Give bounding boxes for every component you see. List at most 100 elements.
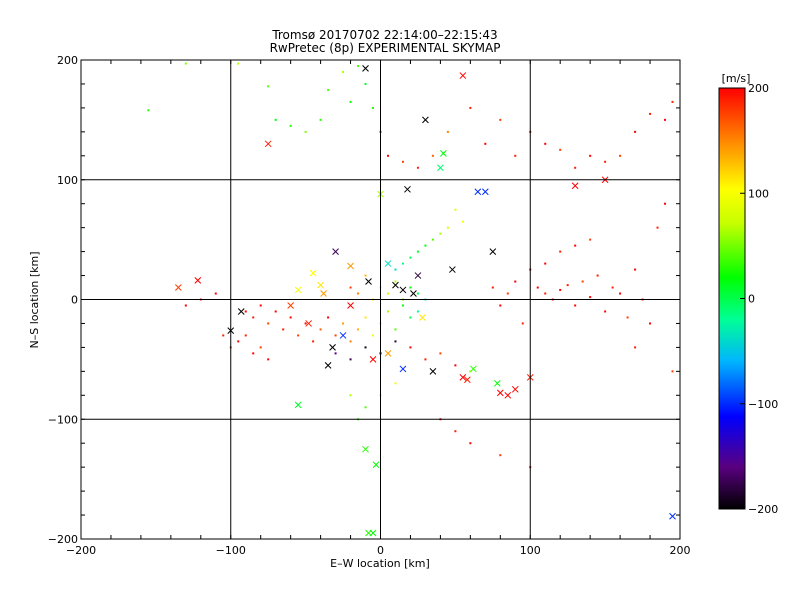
- data-point-dot: [611, 286, 614, 289]
- data-point-x: [489, 248, 497, 255]
- x-tick-label: −100: [216, 544, 246, 557]
- x-tick-label: 0: [377, 544, 384, 557]
- data-point-x: [194, 276, 202, 284]
- data-point-x: [309, 269, 317, 277]
- data-point-dot: [589, 238, 592, 241]
- data-point-dot: [664, 202, 667, 205]
- colorbar-tick-label: 200: [748, 82, 769, 95]
- y-tick-label: 0: [71, 294, 78, 307]
- data-point-x: [264, 140, 272, 148]
- data-point-dot: [357, 292, 360, 295]
- data-point-x: [504, 391, 512, 399]
- data-point-dot: [274, 310, 277, 313]
- data-point-dot: [401, 160, 404, 163]
- data-point-dot: [252, 316, 255, 319]
- data-point-x: [440, 150, 447, 157]
- x-tick-label: 200: [670, 544, 691, 557]
- data-point-dot: [439, 352, 442, 355]
- data-point-dot: [327, 88, 330, 91]
- data-point-dot: [424, 244, 427, 247]
- data-point-dot: [536, 286, 539, 289]
- data-point-dot: [312, 340, 315, 343]
- data-point-dot: [401, 304, 404, 307]
- data-point-dot: [267, 358, 270, 361]
- data-point-dot: [499, 304, 502, 307]
- data-point-dot: [394, 340, 397, 343]
- data-point-x: [496, 389, 504, 397]
- data-point-dot: [581, 280, 584, 283]
- data-point-x: [320, 290, 327, 297]
- data-point-dot: [566, 284, 569, 287]
- data-point-dot: [619, 154, 622, 157]
- data-point-dot: [454, 208, 457, 211]
- data-point-x: [174, 284, 182, 291]
- data-point-dot: [349, 340, 352, 343]
- data-point-dot: [357, 64, 360, 67]
- data-point-dot: [364, 82, 367, 85]
- data-point-dot: [446, 226, 449, 229]
- data-point-dot: [237, 62, 240, 65]
- data-point-dot: [574, 244, 577, 247]
- data-point-x: [669, 512, 676, 520]
- data-point-dot: [244, 310, 247, 313]
- data-point-x: [459, 72, 467, 79]
- data-point-dot: [544, 262, 547, 265]
- colorbar-label: [m/s]: [722, 72, 751, 85]
- data-point-dot: [282, 328, 285, 331]
- data-point-dot: [499, 454, 502, 457]
- data-point-dot: [416, 166, 419, 169]
- data-point-x: [414, 272, 422, 279]
- data-point-dot: [499, 118, 502, 121]
- data-point-x: [474, 188, 482, 196]
- y-tick-label: −200: [48, 533, 78, 546]
- data-point-dot: [222, 334, 225, 337]
- data-point-x: [294, 286, 302, 294]
- data-point-x: [429, 367, 437, 375]
- data-point-dot: [416, 310, 419, 313]
- data-point-x: [317, 281, 324, 289]
- data-point-dot: [394, 268, 397, 271]
- data-point-x: [419, 314, 426, 321]
- data-point-dot: [416, 250, 419, 253]
- data-point-x: [339, 332, 347, 339]
- data-point-dot: [304, 130, 307, 133]
- colorbar-ticks: 200 100 0 −100 −200: [740, 82, 778, 516]
- data-point-dot: [656, 226, 659, 229]
- data-point-dot: [342, 70, 345, 73]
- data-point-dot: [394, 328, 397, 331]
- data-point-dot: [409, 316, 412, 319]
- data-point-dot: [184, 304, 187, 307]
- data-point-dot: [304, 322, 307, 325]
- data-point-dot: [147, 109, 150, 112]
- data-point-dot: [626, 316, 629, 319]
- data-point-dot: [357, 328, 360, 331]
- data-point-dot: [364, 274, 367, 277]
- data-point-dot: [634, 268, 637, 271]
- data-point-x: [362, 65, 369, 72]
- data-point-dot: [237, 340, 240, 343]
- data-point-x: [305, 320, 312, 327]
- data-point-dot: [559, 148, 562, 151]
- data-point-dot: [409, 256, 412, 259]
- data-point-dot: [334, 334, 337, 337]
- data-point-dot: [589, 296, 592, 299]
- data-point-x: [347, 302, 354, 309]
- data-point-dot: [364, 316, 367, 319]
- data-point-x: [399, 365, 407, 373]
- data-point-x: [369, 529, 377, 537]
- data-point-dot: [574, 166, 577, 169]
- y-tick-label: −100: [48, 413, 78, 426]
- x-tick-labels: −200 −100 0 100 200: [66, 544, 691, 557]
- chart-subtitle: RwPretec (8p) EXPERIMENTAL SKYMAP: [270, 41, 501, 55]
- y-tick-labels: −200 −100 0 100 200: [48, 54, 78, 546]
- colorbar-tick-label: −200: [748, 503, 778, 516]
- data-point-dot: [259, 346, 262, 349]
- plot-frame: [80, 59, 681, 540]
- x-axis-label: E–W location [km]: [330, 557, 430, 570]
- data-point-x: [294, 401, 302, 409]
- data-point-dot: [634, 130, 637, 133]
- data-point-x: [481, 188, 489, 196]
- data-point-dot: [446, 130, 449, 133]
- data-point-dot: [484, 142, 487, 145]
- data-point-dot: [364, 406, 367, 409]
